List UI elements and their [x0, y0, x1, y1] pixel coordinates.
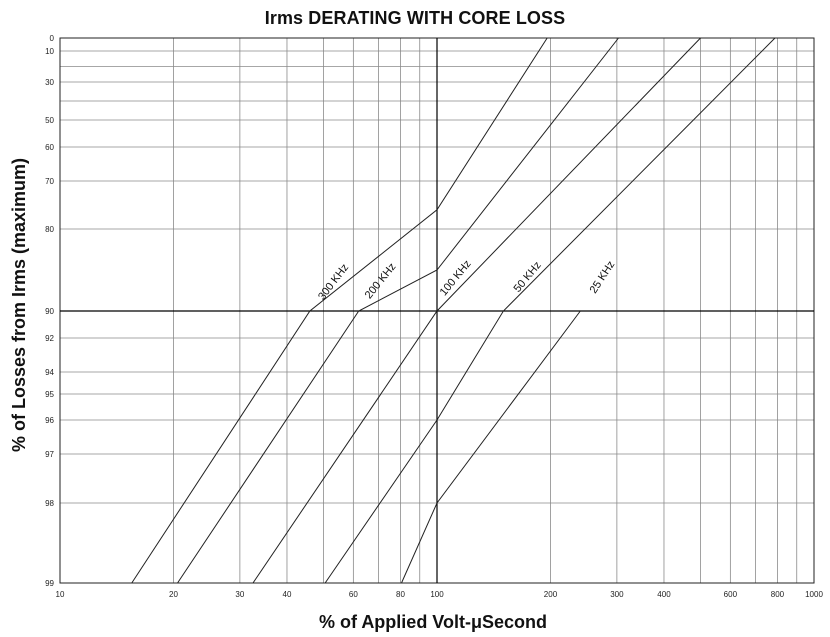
y-tick-label: 96 — [45, 416, 54, 425]
series-label: 50 KHz — [512, 259, 544, 294]
series-layer — [131, 37, 776, 584]
x-tick-label: 600 — [724, 590, 738, 599]
series-line — [324, 37, 776, 584]
x-tick-label: 1000 — [805, 590, 823, 599]
x-tick-label: 20 — [169, 590, 178, 599]
y-tick-label: 70 — [45, 177, 54, 186]
y-tick-label: 60 — [45, 143, 54, 152]
series-label: 200 KHz — [363, 261, 399, 301]
y-tick-label: 80 — [45, 225, 54, 234]
x-axis-title: % of Applied Volt-μSecond — [319, 612, 547, 632]
chart-title: Irms DERATING WITH CORE LOSS — [264, 8, 566, 28]
y-tick-label: 10 — [45, 47, 54, 56]
x-tick-label: 10 — [56, 590, 65, 599]
y-tick-label: 97 — [45, 450, 54, 459]
y-tick-label: 92 — [45, 334, 54, 343]
x-tick-label: 100 — [430, 590, 444, 599]
series-line — [131, 37, 548, 584]
y-tick-label: 98 — [45, 499, 54, 508]
series-label: 25 KHz — [588, 259, 618, 296]
y-tick-label: 99 — [45, 579, 54, 588]
y-tick-label: 50 — [45, 116, 54, 125]
x-tick-label: 80 — [396, 590, 405, 599]
x-tick-label: 300 — [610, 590, 624, 599]
ticks-layer: 10 20 30 40 60 80 100 200 300 400 600 800 1000 0 10 30 5… — [45, 34, 823, 599]
series-line — [401, 310, 581, 584]
y-tick-label: 30 — [45, 78, 54, 87]
x-tick-label: 200 — [544, 590, 558, 599]
series-line — [252, 37, 701, 584]
y-tick-label: 90 — [45, 307, 54, 316]
y-axis-title: % of Losses from Irms (maximum) — [9, 158, 29, 452]
x-tick-label: 30 — [235, 590, 244, 599]
x-tick-label: 800 — [771, 590, 785, 599]
x-tick-label: 40 — [283, 590, 292, 599]
series-line — [177, 37, 619, 584]
x-tick-label: 60 — [349, 590, 358, 599]
y-tick-label: 95 — [45, 390, 54, 399]
x-tick-label: 400 — [657, 590, 671, 599]
y-tick-label: 94 — [45, 368, 54, 377]
y-tick-label: 0 — [50, 34, 55, 43]
